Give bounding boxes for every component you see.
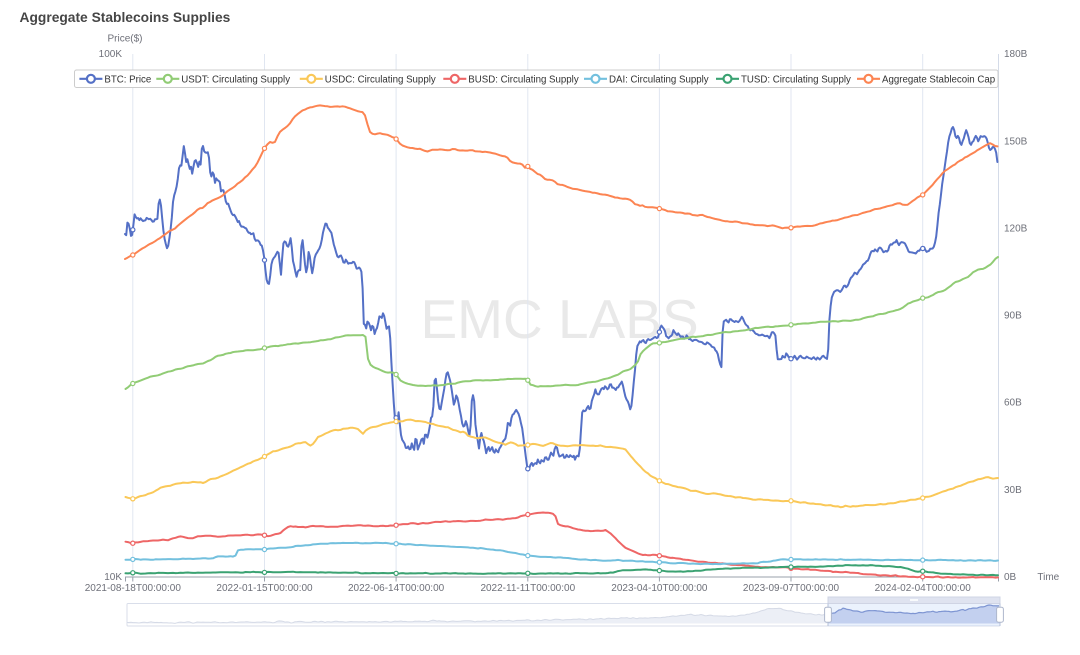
svg-text:TUSD: Circulating Supply: TUSD: Circulating Supply — [741, 74, 851, 85]
svg-text:2022-06-14T00:00:00: 2022-06-14T00:00:00 — [348, 583, 445, 594]
svg-text:BUSD: Circulating Supply: BUSD: Circulating Supply — [468, 74, 579, 85]
svg-text:Aggregate Stablecoin Cap: Aggregate Stablecoin Cap — [882, 74, 995, 85]
svg-text:DAI: Circulating Supply: DAI: Circulating Supply — [609, 74, 709, 85]
svg-text:2021-08-18T00:00:00: 2021-08-18T00:00:00 — [85, 583, 182, 594]
svg-text:Aggregate Stablecoins Supplies: Aggregate Stablecoins Supplies — [20, 10, 231, 25]
svg-text:BTC: Price: BTC: Price — [104, 74, 151, 85]
svg-text:2022-11-11T00:00:00: 2022-11-11T00:00:00 — [480, 583, 575, 594]
svg-text:180B: 180B — [1004, 49, 1028, 60]
svg-text:Price($): Price($) — [107, 33, 142, 44]
svg-text:0B: 0B — [1004, 572, 1017, 583]
svg-text:2023-04-10T00:00:00: 2023-04-10T00:00:00 — [611, 583, 708, 594]
svg-text:120B: 120B — [1004, 224, 1028, 235]
svg-text:30B: 30B — [1004, 485, 1022, 496]
svg-text:USDC: Circulating Supply: USDC: Circulating Supply — [325, 74, 436, 85]
svg-text:10K: 10K — [104, 572, 122, 583]
svg-text:USDT: Circulating Supply: USDT: Circulating Supply — [181, 74, 290, 85]
svg-text:2023-09-07T00:00:00: 2023-09-07T00:00:00 — [743, 583, 840, 594]
svg-text:Time: Time — [1037, 572, 1059, 583]
svg-text:90B: 90B — [1004, 311, 1022, 322]
svg-text:100K: 100K — [99, 49, 123, 60]
svg-text:EMC LABS: EMC LABS — [421, 288, 699, 350]
svg-text:2024-02-04T00:00:00: 2024-02-04T00:00:00 — [875, 583, 972, 594]
svg-text:150B: 150B — [1004, 136, 1028, 147]
svg-text:60B: 60B — [1004, 398, 1022, 409]
svg-text:2022-01-15T00:00:00: 2022-01-15T00:00:00 — [216, 583, 313, 594]
